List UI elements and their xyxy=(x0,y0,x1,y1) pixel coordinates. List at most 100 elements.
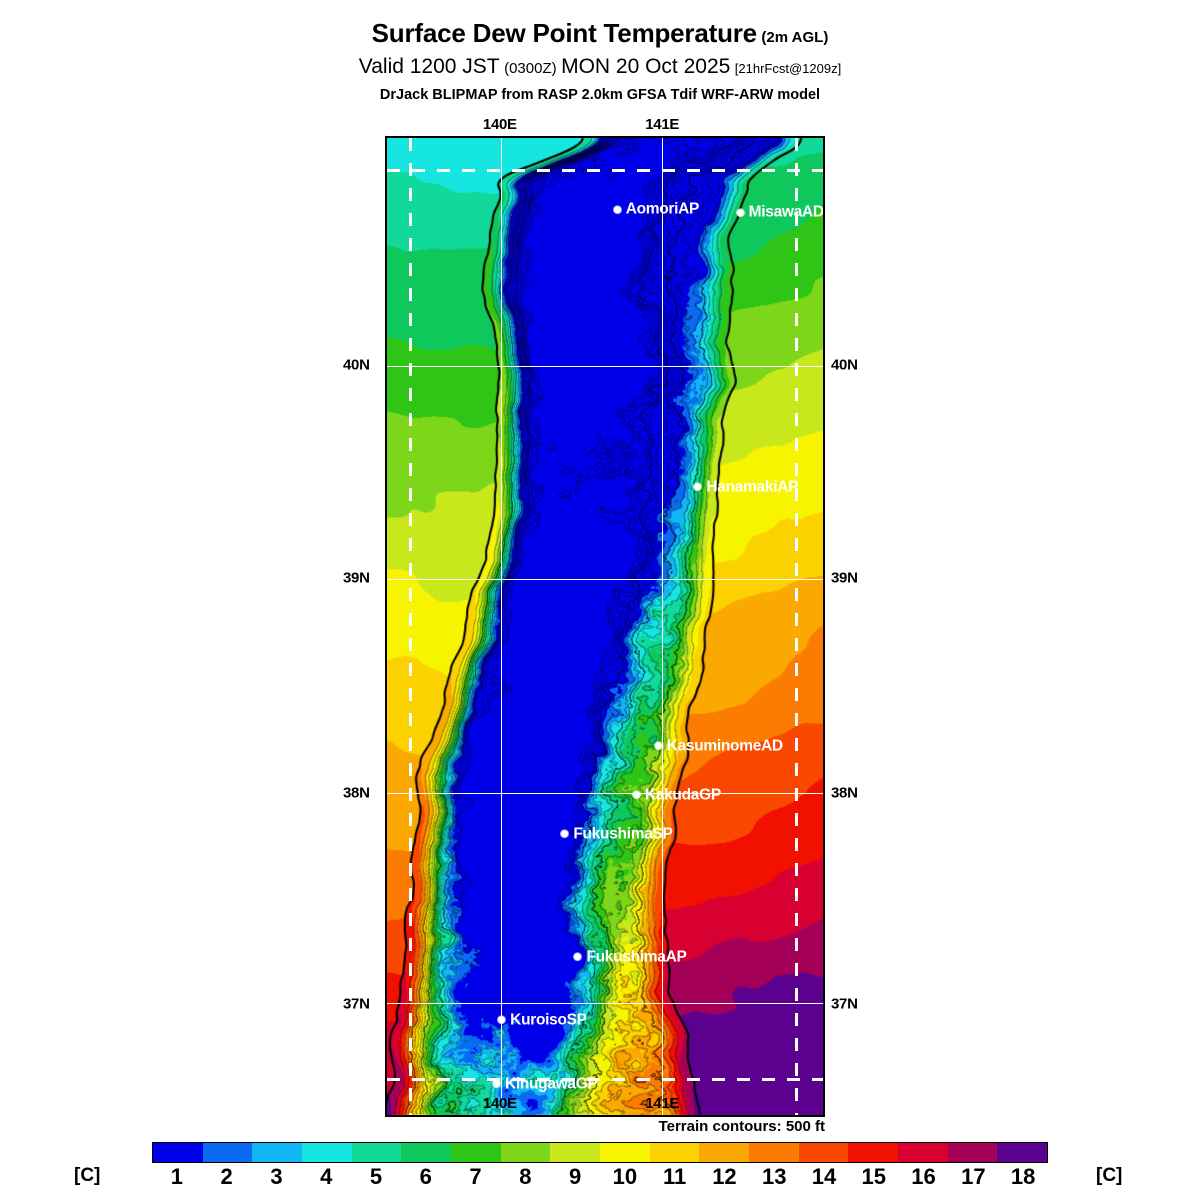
lon-axis-label-bottom: 141E xyxy=(645,1095,680,1112)
graticule-parallel xyxy=(387,365,823,368)
lon-axis-label-bottom: 140E xyxy=(482,1095,517,1112)
lat-axis-label-left: 40N xyxy=(343,356,370,374)
station-dot-icon xyxy=(574,953,582,961)
colorbar-segment xyxy=(202,1143,253,1162)
colorbar-tick-label: 16 xyxy=(911,1164,936,1189)
colorbar-segment xyxy=(153,1143,203,1162)
colorbar-segment xyxy=(600,1143,650,1162)
lat-axis-label-right: 40N xyxy=(831,356,858,374)
colorbar-tick-label: 6 xyxy=(419,1164,432,1189)
station-marker[interactable]: FukushimaAP xyxy=(574,947,687,965)
colorbar-tick-label: 1 xyxy=(170,1164,183,1189)
model-domain-edge xyxy=(408,138,412,1115)
colorbar-tick-label: 15 xyxy=(861,1164,887,1189)
station-dot-icon xyxy=(694,483,702,491)
page-title: Surface Dew Point Temperature (2m AGL) xyxy=(0,18,1200,48)
colorbar-segment xyxy=(898,1143,948,1162)
colorbar-legend: [C] [C] 1 2 3 4 5 6 7 8 9 10 11 12 13 14 15 16 17 18 xyxy=(0,1136,1200,1196)
colorbar-segment xyxy=(649,1143,700,1162)
colorbar-tick-label: 4 xyxy=(320,1164,333,1189)
lon-axis-label-top: 141E xyxy=(645,116,680,133)
valid-time-utc: (0300Z) xyxy=(504,60,557,78)
valid-time-line: Valid 1200 JST (0300Z) MON 20 Oct 2025 [… xyxy=(0,56,1200,78)
colorbar-unit-right: [C] xyxy=(1096,1165,1123,1186)
lat-axis-label-right: 38N xyxy=(831,784,858,802)
model-source-line: DrJack BLIPMAP from RASP 2.0km GFSA Tdif… xyxy=(379,87,821,104)
colorbar-segment xyxy=(848,1143,899,1162)
lat-axis-label-left: 38N xyxy=(343,784,370,802)
colorbar-tick-label: 3 xyxy=(270,1164,283,1189)
station-label: HanamakiAP xyxy=(706,478,799,496)
station-label: FukushimaAP xyxy=(586,947,687,965)
station-label: FukushimaSP xyxy=(573,824,673,842)
lat-axis-label-left: 37N xyxy=(343,995,370,1013)
colorbar-segment xyxy=(500,1143,551,1162)
colorbar-tick-label: 18 xyxy=(1010,1164,1036,1189)
colorbar-unit-left: [C] xyxy=(74,1165,101,1186)
station-marker[interactable]: HanamakiAP xyxy=(694,479,798,495)
page-title-main: Surface Dew Point Temperature xyxy=(371,18,757,48)
weather-map[interactable]: AomoriAP MisawaAD HanamakiAP KasuminomeAD Ka… xyxy=(385,136,825,1117)
colorbar-segment xyxy=(997,1143,1048,1162)
colorbar-tick-label: 7 xyxy=(469,1164,482,1189)
colorbar-tick-label: 13 xyxy=(761,1164,787,1189)
colorbar-tick-label: 17 xyxy=(961,1164,986,1189)
colorbar-segment xyxy=(401,1143,452,1162)
graticule-meridian xyxy=(661,138,664,1115)
title-block: Surface Dew Point Temperature (2m AGL) V… xyxy=(0,0,1200,103)
station-dot-icon xyxy=(736,208,744,216)
forecast-tag: [21hrFcst@1209z] xyxy=(734,61,842,77)
model-domain-edge xyxy=(387,1077,823,1081)
colorbar-segment xyxy=(351,1143,402,1162)
station-dot-icon xyxy=(561,830,569,838)
station-dot-icon xyxy=(613,205,621,213)
colorbar-tick-label: 10 xyxy=(612,1164,638,1189)
graticule-meridian xyxy=(500,138,503,1115)
station-marker[interactable]: KuroisoSP xyxy=(498,1012,587,1028)
model-domain-edge xyxy=(794,138,798,1115)
page-title-suffix: (2m AGL) xyxy=(761,29,829,46)
valid-time-local: Valid 1200 JST xyxy=(358,55,500,79)
colorbar-segment xyxy=(699,1143,750,1162)
colorbar-tick-label: 8 xyxy=(519,1164,532,1189)
colorbar-segment xyxy=(302,1143,352,1162)
colorbar-tick-label: 14 xyxy=(811,1164,837,1189)
station-label: MisawaAD xyxy=(748,203,824,221)
lon-axis-label-top: 140E xyxy=(482,116,517,133)
station-dot-icon xyxy=(492,1080,500,1088)
station-marker[interactable]: KakudaGP xyxy=(632,785,721,803)
station-marker[interactable]: KinugawaGP xyxy=(492,1074,598,1092)
dewpoint-field-canvas xyxy=(387,138,823,1115)
colorbar-segment xyxy=(947,1143,998,1162)
station-marker[interactable]: KasuminomeAD xyxy=(654,736,783,754)
colorbar-segment xyxy=(749,1143,799,1162)
station-label: KakudaGP xyxy=(644,785,721,803)
station-dot-icon xyxy=(654,742,662,750)
terrain-contour-note: Terrain contours: 500 ft xyxy=(658,1118,825,1135)
lat-axis-label-right: 39N xyxy=(831,569,858,587)
model-domain-edge xyxy=(387,169,823,173)
colorbar-strip[interactable] xyxy=(152,1142,1048,1163)
colorbar-tick-label: 5 xyxy=(369,1164,383,1189)
station-label: KasuminomeAD xyxy=(666,736,783,754)
lat-axis-label-left: 39N xyxy=(343,569,370,587)
colorbar-tick-label: 2 xyxy=(220,1164,233,1189)
station-label: KinugawaGP xyxy=(504,1074,598,1092)
graticule-parallel xyxy=(387,792,823,795)
station-label: AomoriAP xyxy=(625,200,700,218)
colorbar-segment xyxy=(252,1143,303,1162)
colorbar-tick-label: 9 xyxy=(568,1164,582,1189)
station-label: KuroisoSP xyxy=(510,1011,587,1029)
station-marker[interactable]: FukushimaSP xyxy=(561,824,673,842)
colorbar-segment xyxy=(451,1143,501,1162)
lat-axis-label-right: 37N xyxy=(831,995,858,1013)
colorbar-tick-label: 11 xyxy=(663,1164,687,1189)
station-dot-icon xyxy=(632,791,640,799)
station-dot-icon xyxy=(498,1016,506,1024)
graticule-parallel xyxy=(387,1002,823,1005)
station-marker[interactable]: AomoriAP xyxy=(613,200,700,218)
colorbar-segment xyxy=(798,1143,849,1162)
graticule-parallel xyxy=(387,578,823,581)
station-marker[interactable]: MisawaAD xyxy=(736,203,824,221)
